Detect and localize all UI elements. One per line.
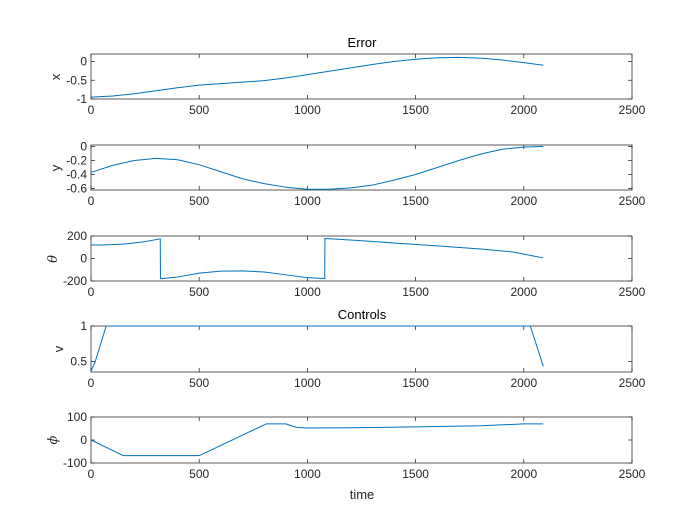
x-tick-label: 500 <box>189 194 209 208</box>
axes-box <box>90 53 633 100</box>
y-tick-label: 0.5 <box>70 354 87 368</box>
x-tick-label: 500 <box>189 467 209 481</box>
x-tick-label: 2500 <box>619 285 646 299</box>
x-tick-label: 1500 <box>402 103 429 117</box>
y-tick-label: -0.4 <box>66 168 87 182</box>
subplot-title: Controls <box>338 307 387 322</box>
series-line <box>90 325 544 372</box>
x-axis-label: time <box>350 487 375 502</box>
x-tick-label: 0 <box>88 194 95 208</box>
subplot-title: Error <box>348 35 378 50</box>
series-line <box>90 145 544 190</box>
subplot-v: Controls v 0 500 1000 1500 2000 2500 1 0.5 <box>51 307 646 390</box>
x-tick-label: 0 <box>88 467 95 481</box>
y-tick-label: 0 <box>80 55 87 69</box>
x-tick-label: 0 <box>88 376 95 390</box>
y-tick-label: 100 <box>67 410 87 424</box>
x-tick-label: 1500 <box>402 376 429 390</box>
x-tick-label: 1500 <box>402 285 429 299</box>
x-tick-label: 500 <box>189 376 209 390</box>
x-tick-label: 0 <box>88 285 95 299</box>
y-tick-label: -100 <box>63 456 87 470</box>
x-tick-label: 1000 <box>294 103 321 117</box>
axes-box <box>90 144 633 191</box>
y-tick-label: -0.2 <box>66 153 87 167</box>
x-tick-label: 1000 <box>294 285 321 299</box>
y-tick-label: 1 <box>80 319 87 333</box>
y-axis-label: v <box>51 345 66 352</box>
x-tick-label: 2500 <box>619 103 646 117</box>
x-tick-label: 0 <box>88 103 95 117</box>
y-tick-label: 0 <box>80 433 87 447</box>
y-axis-label: ϕ <box>46 435 61 444</box>
y-tick-label: 0 <box>80 139 87 153</box>
x-tick-label: 2000 <box>510 467 537 481</box>
y-tick-label: -1 <box>76 92 87 106</box>
series-line <box>91 237 544 280</box>
x-tick-label: 2000 <box>510 103 537 117</box>
y-tick-label: 200 <box>67 229 87 243</box>
x-tick-label: 2000 <box>510 376 537 390</box>
x-tick-label: 2500 <box>619 467 646 481</box>
y-tick-label: -0.6 <box>66 182 87 196</box>
y-axis-label: x <box>48 73 63 80</box>
x-tick-label: 500 <box>189 285 209 299</box>
y-tick-label: -200 <box>63 274 87 288</box>
series-line <box>90 423 544 457</box>
x-tick-label: 500 <box>189 103 209 117</box>
y-tick-label: -0.5 <box>66 73 87 87</box>
series-line <box>90 56 544 98</box>
y-axis-label: y <box>48 164 63 171</box>
x-tick-label: 2500 <box>619 194 646 208</box>
x-tick-label: 1000 <box>294 467 321 481</box>
x-tick-label: 2000 <box>510 194 537 208</box>
y-axis-label: θ <box>46 255 61 263</box>
subplot-x: Error x 0 500 1000 1500 2000 2500 0 -0.5 -1 <box>48 35 646 117</box>
x-tick-label: 1500 <box>402 467 429 481</box>
x-tick-label: 1000 <box>294 376 321 390</box>
x-tick-label: 1500 <box>402 194 429 208</box>
x-tick-label: 2000 <box>510 285 537 299</box>
x-tick-label: 2500 <box>619 376 646 390</box>
x-tick-label: 1000 <box>294 194 321 208</box>
y-tick-label: 0 <box>80 252 87 266</box>
